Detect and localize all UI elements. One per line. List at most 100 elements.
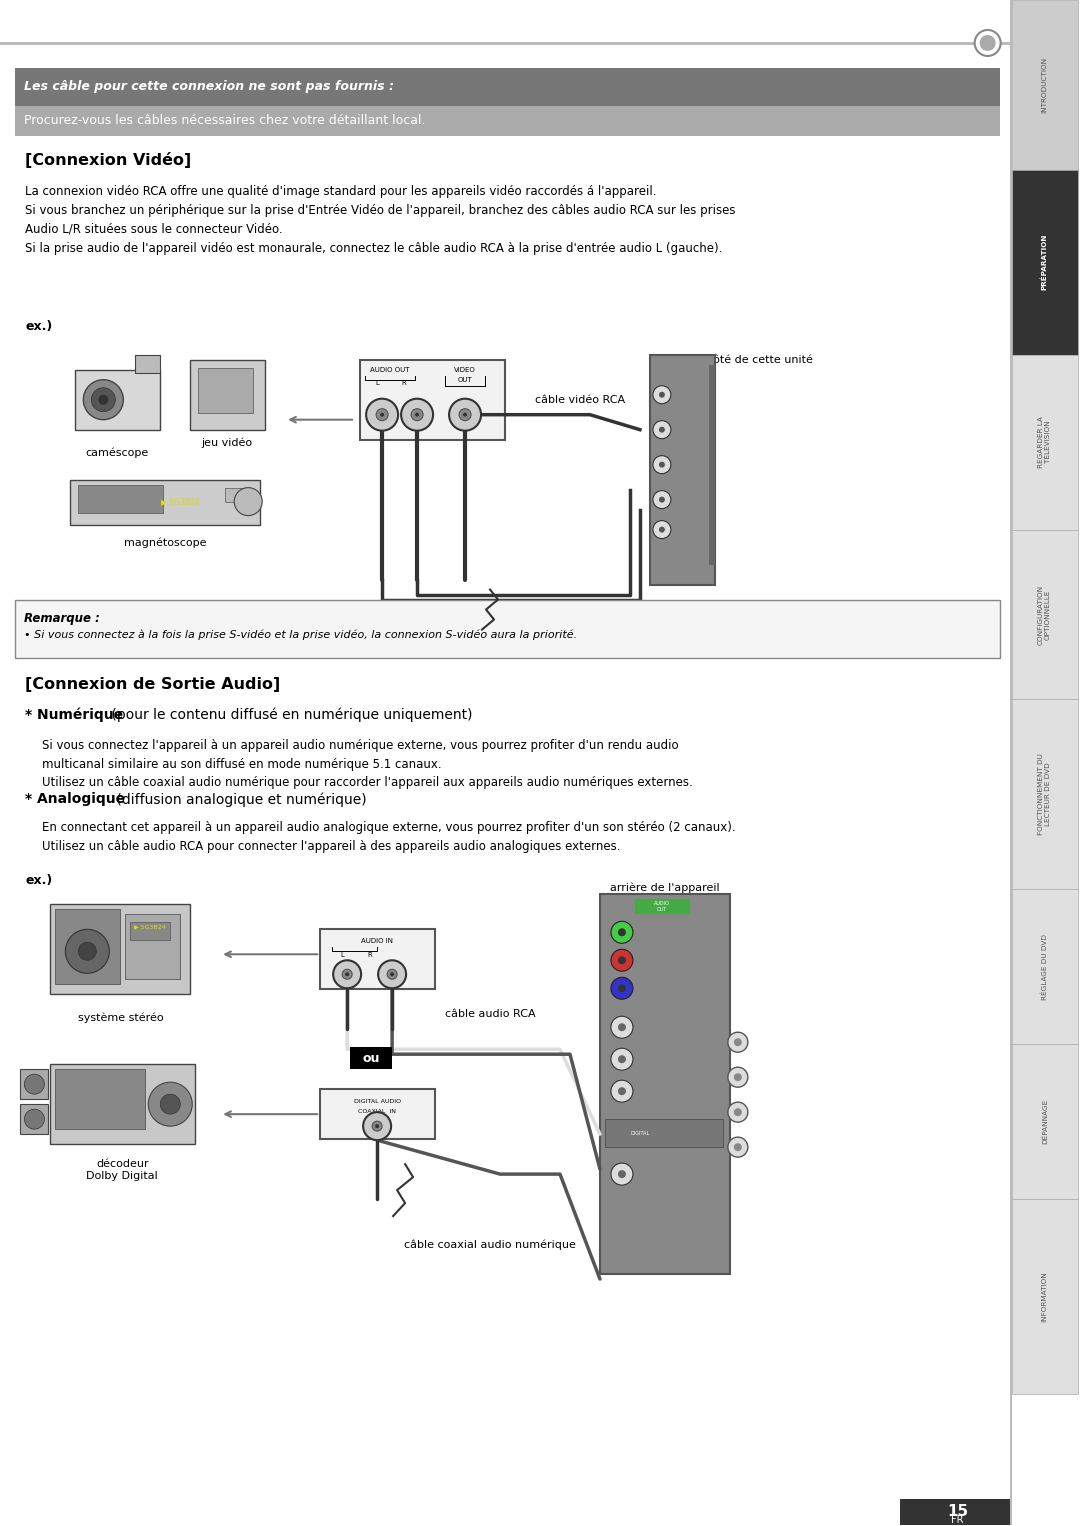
Circle shape xyxy=(618,1024,626,1032)
Circle shape xyxy=(373,1122,382,1131)
Circle shape xyxy=(611,922,633,943)
Circle shape xyxy=(363,1112,391,1140)
Circle shape xyxy=(25,1074,44,1094)
Bar xyxy=(635,899,690,914)
Bar xyxy=(51,1064,195,1144)
Circle shape xyxy=(974,31,1001,56)
Text: câble vidéo RCA: câble vidéo RCA xyxy=(535,395,625,404)
Circle shape xyxy=(449,398,481,430)
Bar xyxy=(226,488,247,502)
Text: RÉGLAGE DU DVD: RÉGLAGE DU DVD xyxy=(1041,934,1048,1000)
Text: décodeur
Dolby Digital: décodeur Dolby Digital xyxy=(86,1160,158,1181)
Bar xyxy=(1012,169,1078,354)
Bar xyxy=(51,905,190,995)
Circle shape xyxy=(653,491,671,508)
Circle shape xyxy=(346,972,349,977)
Circle shape xyxy=(25,1109,44,1129)
Circle shape xyxy=(728,1137,747,1157)
Text: Les câble pour cette connexion ne sont pas fournis :: Les câble pour cette connexion ne sont p… xyxy=(25,81,394,93)
Bar xyxy=(70,479,260,525)
Circle shape xyxy=(653,520,671,539)
Circle shape xyxy=(659,526,665,533)
Circle shape xyxy=(387,969,397,980)
Text: caméscope: caméscope xyxy=(85,447,149,458)
Circle shape xyxy=(733,1073,742,1082)
Circle shape xyxy=(463,412,467,417)
Bar xyxy=(190,360,266,430)
Text: REGARDER LA
TÉLÉVISION: REGARDER LA TÉLÉVISION xyxy=(1038,417,1052,468)
Circle shape xyxy=(459,409,471,421)
Text: FR: FR xyxy=(951,1515,964,1524)
Bar xyxy=(0,43,1010,44)
Text: câble audio RCA: câble audio RCA xyxy=(445,1009,536,1019)
Circle shape xyxy=(659,496,665,502)
Bar xyxy=(15,105,1000,136)
Text: câble coaxial audio numérique: câble coaxial audio numérique xyxy=(404,1239,576,1250)
Circle shape xyxy=(366,398,399,430)
Text: [Connexion de Sortie Audio]: [Connexion de Sortie Audio] xyxy=(26,678,281,691)
Circle shape xyxy=(733,1143,742,1151)
Circle shape xyxy=(92,388,116,412)
Text: ou: ou xyxy=(363,1051,380,1065)
Bar xyxy=(650,354,715,584)
Bar xyxy=(708,365,715,565)
Bar xyxy=(79,485,163,513)
Circle shape xyxy=(611,1016,633,1038)
Circle shape xyxy=(83,380,123,420)
Bar xyxy=(1012,1044,1078,1199)
Text: COAXIAL  IN: COAXIAL IN xyxy=(359,1109,396,1114)
Text: DÉPANNAGE: DÉPANNAGE xyxy=(1041,1099,1048,1144)
Text: L: L xyxy=(340,952,345,958)
Text: ▶ 5G3B24: ▶ 5G3B24 xyxy=(161,497,200,507)
Text: INFORMATION: INFORMATION xyxy=(1041,1271,1048,1322)
Circle shape xyxy=(618,928,626,937)
Bar xyxy=(605,1119,723,1148)
Circle shape xyxy=(728,1032,747,1053)
Circle shape xyxy=(401,398,433,430)
Text: R: R xyxy=(402,380,406,386)
Circle shape xyxy=(618,957,626,964)
Circle shape xyxy=(611,977,633,1000)
Bar xyxy=(600,894,730,1274)
Text: VIDEO: VIDEO xyxy=(455,366,476,372)
Text: OUT: OUT xyxy=(458,377,472,383)
Circle shape xyxy=(618,1054,626,1064)
Text: La connexion vidéo RCA offre une qualité d'image standard pour les appareils vid: La connexion vidéo RCA offre une qualité… xyxy=(26,185,735,255)
Bar xyxy=(1012,1199,1078,1393)
Text: [Connexion Vidéo]: [Connexion Vidéo] xyxy=(26,153,191,168)
Text: CONFIGURATION
OPTIONNELLE: CONFIGURATION OPTIONNELLE xyxy=(1038,584,1051,644)
Circle shape xyxy=(618,1170,626,1178)
Circle shape xyxy=(618,1087,626,1096)
Circle shape xyxy=(378,960,406,989)
Text: jeu vidéo: jeu vidéo xyxy=(202,438,253,449)
Text: AUDIO OUT: AUDIO OUT xyxy=(370,366,410,372)
Circle shape xyxy=(148,1082,192,1126)
Bar xyxy=(1012,699,1078,890)
Circle shape xyxy=(733,1108,742,1116)
Circle shape xyxy=(611,1080,633,1102)
Text: côté de cette unité: côté de cette unité xyxy=(707,354,813,365)
Circle shape xyxy=(611,1163,633,1186)
Text: FONCTIONNEMENT DU
LECTEUR DE DVD: FONCTIONNEMENT DU LECTEUR DE DVD xyxy=(1038,754,1051,835)
Bar xyxy=(320,1090,435,1138)
Bar xyxy=(135,354,160,372)
Text: système stéréo: système stéréo xyxy=(78,1012,163,1022)
Circle shape xyxy=(234,488,262,516)
Text: L: L xyxy=(375,380,379,386)
Text: Remarque :: Remarque : xyxy=(25,612,100,624)
Circle shape xyxy=(390,972,394,977)
Circle shape xyxy=(160,1094,180,1114)
Circle shape xyxy=(618,984,626,992)
Text: Procurez-vous les câbles nécessaires chez votre détaillant local.: Procurez-vous les câbles nécessaires che… xyxy=(25,114,426,127)
Bar xyxy=(1012,354,1078,530)
Text: câble audio RCA: câble audio RCA xyxy=(455,650,545,659)
Bar xyxy=(21,1070,49,1099)
Bar xyxy=(15,600,1000,658)
Bar xyxy=(131,922,171,940)
Text: INTRODUCTION: INTRODUCTION xyxy=(1041,56,1048,113)
Bar xyxy=(900,1499,1010,1524)
Bar xyxy=(1012,530,1078,699)
Text: ex.): ex.) xyxy=(26,874,53,887)
Bar xyxy=(350,1047,392,1070)
Circle shape xyxy=(376,409,388,421)
